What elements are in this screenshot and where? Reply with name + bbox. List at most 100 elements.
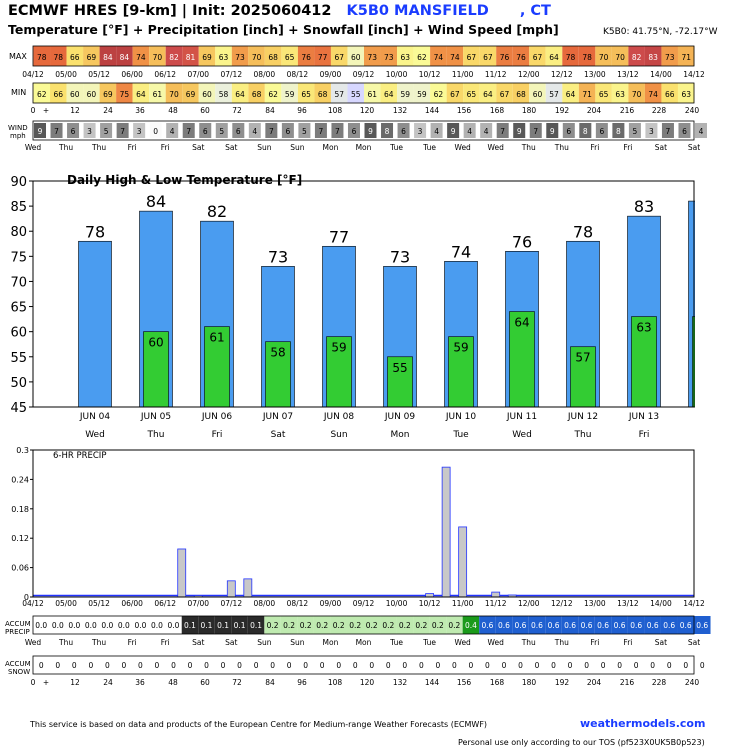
wind-value: 4 bbox=[484, 127, 489, 136]
wind-cell bbox=[50, 123, 63, 138]
weekday-tick-label: Thu bbox=[554, 143, 569, 152]
accum-snow-value: 0 bbox=[551, 661, 556, 670]
wind-strip: 9 7 6 3 5 7 3 0 4 7 6 5 6 4 7 6 5 7 7 6 9 8 6 3 4 9 4 4 7 9 7 9 6 8 6 8 5 3 7 6… bbox=[32, 120, 707, 141]
accum-precip-value: 0.0 bbox=[167, 621, 179, 630]
low-temp-bar bbox=[204, 326, 230, 408]
accum-precip-cell bbox=[512, 616, 529, 634]
accum-precip-value: 0.0 bbox=[68, 621, 80, 630]
accum-precip-value: 0.6 bbox=[597, 621, 609, 630]
weekday-tick-label: Sat bbox=[192, 143, 204, 152]
weekday-tick-label: Sat bbox=[688, 143, 700, 152]
min-temp-value: 60 bbox=[70, 90, 80, 99]
accum-precip-cell bbox=[297, 616, 314, 634]
precip-time-label: 06/12 bbox=[154, 599, 176, 608]
wind-cell bbox=[496, 123, 509, 138]
hour-tick-label: 0 bbox=[31, 106, 36, 115]
weekday-tick-label: Fri bbox=[590, 143, 599, 152]
accum-snow-value: 0 bbox=[254, 661, 259, 670]
precip-time-label: 07/00 bbox=[187, 599, 209, 608]
max-temp-cell bbox=[430, 46, 447, 66]
min-temp-cell bbox=[83, 83, 100, 103]
low-temp-label: 63 bbox=[636, 321, 651, 335]
max-temp-value: 73 bbox=[384, 53, 394, 62]
hour-tick-label: 72 bbox=[232, 106, 242, 115]
wind-value: 4 bbox=[252, 127, 257, 136]
hour-tick-label: 12 bbox=[70, 106, 80, 115]
accum-precip-cell bbox=[677, 616, 694, 634]
max-temp-value: 62 bbox=[417, 53, 427, 62]
time-tick-label: 04/12 bbox=[22, 70, 44, 79]
max-temp-cell bbox=[644, 46, 662, 66]
temp-y-tick-label: 45 bbox=[10, 401, 27, 416]
max-temp-value: 78 bbox=[582, 53, 592, 62]
accum-precip-value: 0.6 bbox=[630, 621, 642, 630]
wind-value: 9 bbox=[517, 127, 522, 136]
hour-tick-label: 216 bbox=[620, 106, 635, 115]
accum-snow-value: 0 bbox=[221, 661, 226, 670]
precip-bar bbox=[458, 526, 468, 598]
time-tick-label: 08/12 bbox=[287, 70, 309, 79]
max-temp-value: 73 bbox=[665, 53, 675, 62]
precip-time-label: 14/00 bbox=[650, 599, 672, 608]
precip-time-label: 04/12 bbox=[22, 599, 44, 608]
accum-weekday-label: Sat bbox=[225, 638, 237, 647]
wind-cell bbox=[83, 123, 96, 138]
min-temp-value: 66 bbox=[665, 90, 675, 99]
right-mask bbox=[695, 179, 735, 409]
precip-chart: 6-HR PRECIP 0 0.06 0.12 0.18 0.24 0.3 04/12 05/0… bbox=[11, 446, 705, 647]
precip-plot-frame bbox=[32, 449, 695, 598]
footer-brand-link[interactable]: weathermodels.com bbox=[580, 717, 706, 730]
wind-cell bbox=[364, 123, 377, 138]
bottom-hour-tick-label: 192 bbox=[555, 678, 570, 687]
min-temp-value: 66 bbox=[54, 90, 64, 99]
wind-value: 0 bbox=[153, 127, 158, 136]
wind-value: 3 bbox=[87, 127, 92, 136]
max-temp-value: 74 bbox=[450, 53, 460, 62]
accum-precip-value: 0.6 bbox=[680, 621, 692, 630]
precip-bar bbox=[226, 580, 236, 598]
temp-weekday-label: Thu bbox=[147, 430, 165, 440]
max-temp-value: 67 bbox=[467, 53, 477, 62]
accum-weekday-label: Thu bbox=[521, 638, 536, 647]
accum-precip-cell bbox=[115, 616, 133, 634]
accum-precip-border bbox=[32, 615, 695, 635]
wind-cell bbox=[232, 123, 245, 138]
max-temp-cell bbox=[215, 46, 232, 66]
time-tick-label: 07/00 bbox=[187, 70, 209, 79]
wind-cell bbox=[248, 123, 261, 138]
max-temp-value: 70 bbox=[153, 53, 163, 62]
temperature-chart: Daily High & Low Temperature [°F] 78 JUN 0… bbox=[10, 173, 735, 440]
max-label: MAX bbox=[9, 52, 27, 61]
max-temp-value: 65 bbox=[285, 53, 295, 62]
accum-precip-cell bbox=[611, 616, 628, 634]
max-temp-value: 84 bbox=[103, 53, 113, 62]
wind-value: 7 bbox=[666, 127, 671, 136]
max-temp-cell bbox=[661, 46, 678, 66]
accum-weekday-label: Sun bbox=[257, 638, 272, 647]
wind-cell bbox=[678, 123, 691, 138]
hour-tick-label: 108 bbox=[328, 106, 343, 115]
wind-value: 6 bbox=[352, 127, 357, 136]
wind-cell bbox=[67, 123, 80, 138]
accum-precip-cell bbox=[198, 616, 215, 634]
accum-snow-value: 0 bbox=[700, 661, 705, 670]
temp-chart-title: Daily High & Low Temperature [°F] bbox=[67, 173, 302, 187]
min-temp-cell bbox=[595, 83, 612, 103]
max-temp-value: 67 bbox=[483, 53, 493, 62]
wind-value: 7 bbox=[319, 127, 324, 136]
max-temp-cell bbox=[83, 46, 100, 66]
hour-tick-label: 228 bbox=[652, 106, 667, 115]
accum-snow-value: 0 bbox=[55, 661, 60, 670]
wind-cell bbox=[182, 123, 195, 138]
min-label: MIN bbox=[11, 88, 27, 97]
accum-precip-cell bbox=[280, 616, 298, 634]
high-temp-label: 74 bbox=[451, 242, 471, 261]
accum-precip-value: 0.2 bbox=[366, 621, 378, 630]
min-temp-value: 57 bbox=[549, 90, 559, 99]
bottom-hour-tick-label: 12 bbox=[70, 678, 80, 687]
max-temp-value: 83 bbox=[648, 53, 658, 62]
time-tick-label: 07/12 bbox=[220, 70, 242, 79]
accum-snow-value: 0 bbox=[155, 661, 160, 670]
min-temp-value: 68 bbox=[318, 90, 328, 99]
accum-precip-value: 0.2 bbox=[283, 621, 295, 630]
